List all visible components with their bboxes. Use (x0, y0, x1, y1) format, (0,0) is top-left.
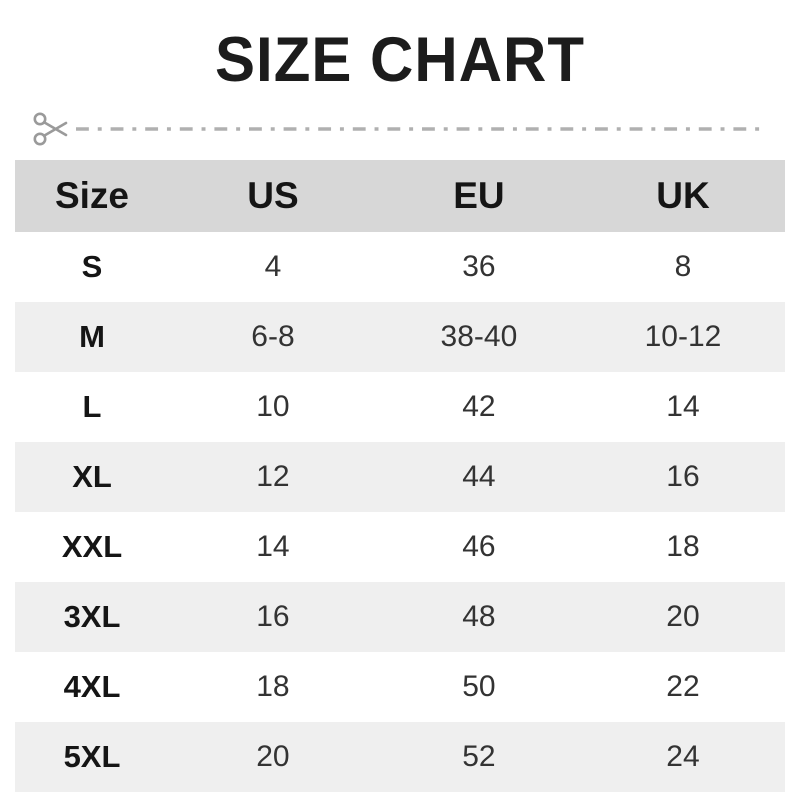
size-label-cell: 5XL (63, 739, 121, 774)
us-value-cell: 4 (264, 250, 282, 283)
header-us: US (247, 175, 299, 216)
size-label-cell: XL (72, 459, 112, 494)
table-row: XXL 14 46 18 (15, 512, 785, 582)
cut-here-line (32, 110, 768, 148)
eu-value-cell: 48 (462, 600, 496, 633)
table-row: M 6-8 38-40 10-12 (15, 302, 785, 372)
size-chart-page: SIZE CHART Size US EU UK S 4 36 8 (0, 24, 800, 800)
eu-value-cell: 46 (462, 530, 496, 563)
uk-value-cell: 24 (666, 740, 700, 773)
size-label-cell: 4XL (63, 669, 121, 704)
uk-value-cell: 10-12 (644, 320, 722, 353)
us-value-cell: 12 (256, 460, 290, 493)
size-label-cell: M (79, 319, 105, 354)
size-label-cell: L (82, 389, 102, 424)
table-row: L 10 42 14 (15, 372, 785, 442)
header-size: Size (54, 175, 130, 216)
eu-value-cell: 42 (462, 390, 496, 423)
table-row: 4XL 18 50 22 (15, 652, 785, 722)
uk-value-cell: 22 (666, 670, 700, 703)
header-uk: UK (656, 175, 710, 216)
eu-value-cell: 44 (462, 460, 496, 493)
table-row: S 4 36 8 (15, 232, 785, 302)
uk-value-cell: 14 (666, 390, 700, 423)
us-value-cell: 10 (256, 390, 290, 423)
us-value-cell: 18 (256, 670, 290, 703)
size-label-cell: 3XL (63, 599, 121, 634)
us-value-cell: 6-8 (251, 320, 295, 353)
uk-value-cell: 18 (666, 530, 700, 563)
dash-dot-cut-line (76, 127, 768, 131)
eu-value-cell: 50 (462, 670, 496, 703)
us-value-cell: 20 (256, 740, 290, 773)
uk-value-cell: 20 (666, 600, 700, 633)
uk-value-cell: 16 (666, 460, 700, 493)
size-label-cell: XXL (61, 529, 123, 564)
eu-value-cell: 38-40 (440, 320, 518, 353)
scissors-icon (33, 112, 68, 146)
us-value-cell: 16 (256, 600, 290, 633)
page-title: SIZE CHART (215, 24, 585, 95)
table-row: 5XL 20 52 24 (15, 722, 785, 792)
eu-value-cell: 36 (462, 250, 496, 283)
table-row: XL 12 44 16 (15, 442, 785, 512)
us-value-cell: 14 (256, 530, 290, 563)
table-header-row: Size US EU UK (15, 160, 785, 232)
header-eu: EU (453, 175, 505, 216)
uk-value-cell: 8 (674, 250, 692, 283)
eu-value-cell: 52 (462, 740, 496, 773)
table-row: 3XL 16 48 20 (15, 582, 785, 652)
size-label-cell: S (81, 249, 103, 284)
size-table: Size US EU UK S 4 36 8 M 6-8 38-40 10-12… (15, 160, 785, 792)
